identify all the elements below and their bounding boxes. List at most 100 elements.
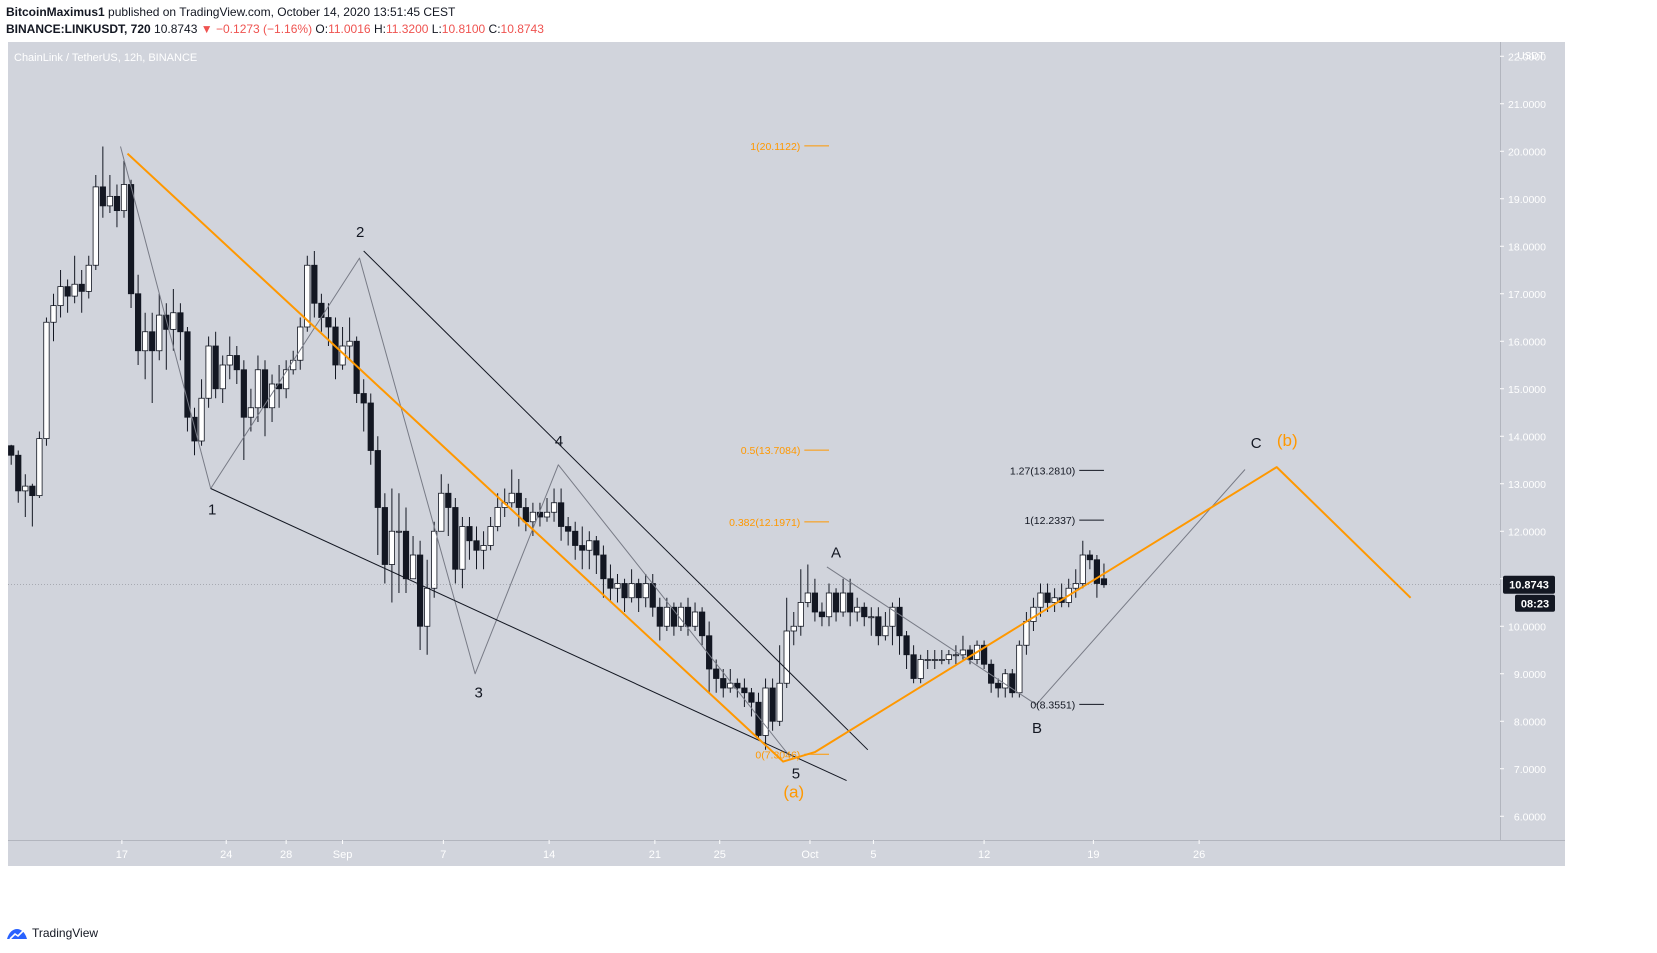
candle-down [466,517,473,560]
candle-body [614,583,621,589]
candle-up [85,255,92,299]
candle-up [586,531,593,570]
wave-label: A [831,544,841,561]
candle-body [734,682,741,689]
low-value: 10.8100 [441,22,486,36]
candle-body [995,682,1002,689]
candle-down [684,597,692,636]
candle-body [459,526,466,570]
candle-up [1037,583,1044,617]
candle-down [861,602,868,627]
candle-body [1079,554,1086,584]
wave-label: B [1032,720,1042,737]
candle-body [205,345,212,399]
candle-body [431,530,438,589]
candle-body [473,540,480,551]
wave-label: 1 [208,502,216,519]
candle-body [579,545,586,551]
y-tick-label: 15.0000 [1508,384,1546,396]
candle-body [868,616,875,619]
candle-up [459,517,466,589]
candle-down [177,303,184,361]
candle-up [1016,640,1023,698]
candle-body [325,317,332,328]
candle-body [424,587,431,627]
candle-down [1009,669,1016,698]
candle-down [832,588,840,622]
candle-body [699,611,706,637]
candle-down [1100,563,1108,588]
x-tick-label: 24 [220,849,232,861]
candle-body [304,264,311,328]
candle-down [593,536,600,574]
y-tick-label: 17.0000 [1508,289,1546,301]
candle-up [952,645,960,665]
candle-down [191,407,198,456]
candle-body [635,583,642,599]
candle-up [614,574,621,603]
candle-down [15,450,22,503]
fib-level-label: 0(7.3046) [755,749,800,761]
candle-body [311,264,318,304]
tradingview-footer[interactable]: TradingView [6,926,98,940]
candle-body [572,530,579,546]
y-tick-label: 7.0000 [1514,764,1546,776]
candle-body [804,592,811,603]
candle-down [374,436,381,555]
candle-up [268,374,276,422]
y-tick-label: 21.0000 [1508,99,1546,111]
candle-body [529,511,537,523]
publish-info: published on TradingView.com, October 14… [108,5,456,19]
close-label: C: [488,22,501,36]
y-tick-label: 20.0000 [1508,146,1546,158]
candle-up [804,564,811,608]
x-tick-label: 21 [649,849,661,861]
candle-body [713,668,720,679]
candle-body [99,186,106,207]
candle-body [43,321,50,440]
wave-label: (a) [783,782,804,801]
candle-up [917,654,924,684]
candle-body [550,502,558,513]
candle-up [494,493,501,532]
ohlc-line: BINANCE:LINKUSDT, 720 10.8743 ▼ −0.1273 … [6,21,544,38]
candle-body [438,492,445,532]
candle-body [670,606,678,627]
last-price-label: 10.8743 [1509,580,1549,592]
candle-up [388,488,396,603]
high-value: 11.3200 [385,22,429,36]
candle-body [1009,673,1016,694]
candle-body [565,526,572,532]
author-name[interactable]: BitcoinMaximus1 [6,5,105,19]
candle-body [593,540,600,556]
candle-body [29,485,36,497]
candle-up [409,536,417,580]
candle-down [748,688,755,717]
close-value: 10.8743 [500,22,544,36]
candle-body [113,195,121,212]
chart-header: BitcoinMaximus1 published on TradingView… [6,4,544,38]
fib-levels: 1(20.1122) 0.5(13.7084) 0.382(12.1971) 0(7.… [729,141,1104,761]
x-tick-label: 26 [1193,849,1205,861]
candle-body [1002,673,1009,689]
x-axis-ticks: 17 24 28 Sep 7 14 21 25 Oct 5 12 19 26 [116,840,1205,861]
candle-body [840,592,847,613]
candle-body [607,578,614,589]
candle-body [825,592,833,618]
plot-background [8,42,1500,840]
candle-up [628,569,635,603]
candle-body [92,186,99,266]
candle-body [776,682,783,722]
candle-up [92,175,99,270]
impulse-wave-line [120,146,791,758]
fib-level-label: 1.27(13.2810) [1010,465,1075,477]
candle-body [854,606,861,613]
wave-label: 2 [356,224,364,241]
candle-body [78,283,85,292]
candle-body [769,687,776,722]
candle-body [1093,559,1100,584]
candle-body [924,659,931,661]
candle-down [621,578,628,612]
last-price-tag [1503,575,1555,594]
